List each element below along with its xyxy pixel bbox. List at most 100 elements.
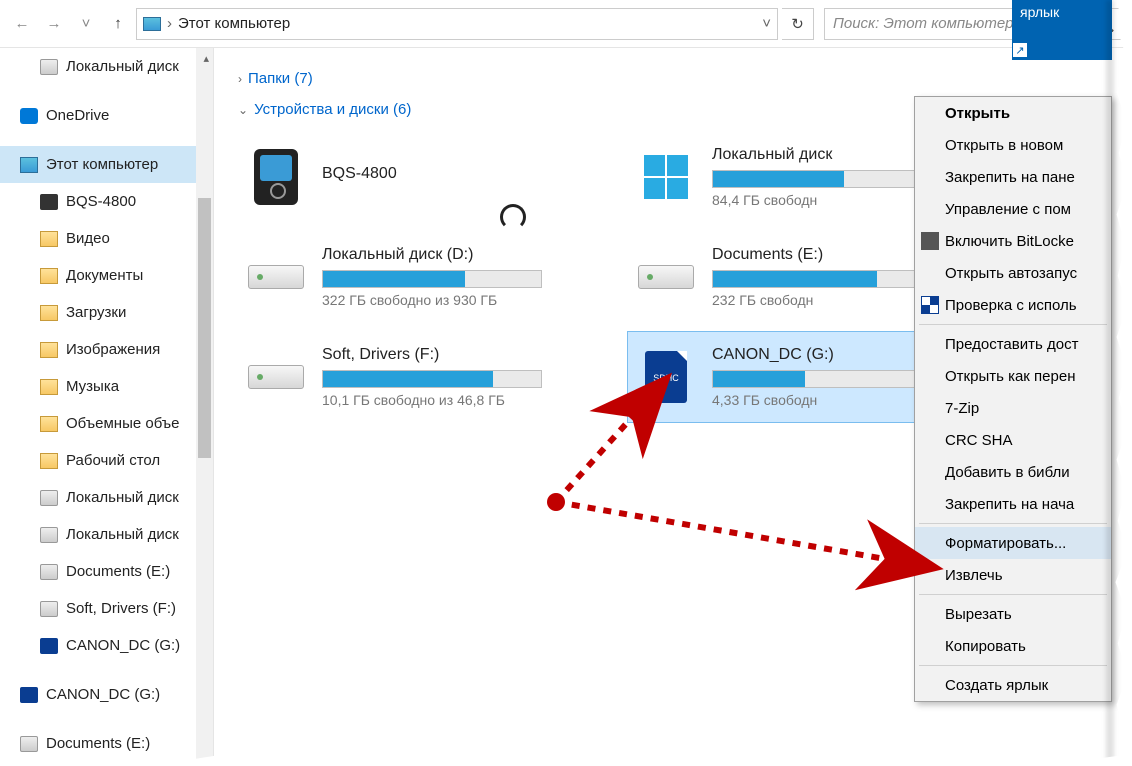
sidebar-scrollbar[interactable]: ▴: [196, 48, 213, 766]
recent-dropdown[interactable]: ˅: [72, 10, 100, 38]
onedrive-icon: [20, 108, 38, 124]
drive-usage-bar: [322, 370, 542, 388]
address-dropdown-icon[interactable]: ˅: [762, 15, 771, 32]
back-button[interactable]: ←: [8, 10, 36, 38]
menu-item[interactable]: Закрепить на нача: [915, 488, 1111, 520]
chevron-down-icon: ⌄: [238, 103, 248, 117]
menu-item[interactable]: Проверка с исполь: [915, 289, 1111, 321]
menu-item-label: Закрепить на нача: [945, 496, 1074, 513]
drive-icon: [40, 490, 58, 506]
menu-item-label: Предоставить дост: [945, 336, 1078, 353]
group-folders-label: Папки (7): [248, 70, 313, 87]
sidebar-item[interactable]: Видео: [0, 220, 213, 257]
menu-item[interactable]: Форматировать...: [915, 527, 1111, 559]
pc-icon: [20, 157, 38, 173]
folder-icon: [40, 268, 58, 284]
menu-item-label: Открыть автозапус: [945, 265, 1077, 282]
sidebar-item-label: Загрузки: [66, 304, 126, 321]
sidebar-item[interactable]: Documents (E:): [0, 553, 213, 590]
sidebar-item[interactable]: CANON_DC (G:): [0, 676, 213, 713]
sidebar-item[interactable]: CANON_DC (G:): [0, 627, 213, 664]
menu-item[interactable]: 7-Zip: [915, 392, 1111, 424]
folder-icon: [40, 231, 58, 247]
menu-item[interactable]: Извлечь: [915, 559, 1111, 591]
drive-usage-bar: [712, 370, 932, 388]
up-button[interactable]: ↑: [104, 10, 132, 38]
drive-usage-bar: [712, 270, 932, 288]
sidebar-item[interactable]: Этот компьютер: [0, 146, 213, 183]
sidebar-item[interactable]: OneDrive: [0, 97, 213, 134]
drive-name: Soft, Drivers (F:): [322, 346, 592, 364]
folder-icon: [40, 379, 58, 395]
sidebar-item[interactable]: Объемные объе: [0, 405, 213, 442]
sidebar-item[interactable]: Документы: [0, 257, 213, 294]
menu-item[interactable]: Открыть в новом: [915, 129, 1111, 161]
drive-free-text: 10,1 ГБ свободно из 46,8 ГБ: [322, 392, 592, 408]
sidebar-item[interactable]: Изображения: [0, 331, 213, 368]
drive-item[interactable]: Soft, Drivers (F:) 10,1 ГБ свободно из 46…: [238, 332, 598, 422]
sidebar-item[interactable]: Soft, Drivers (F:): [0, 590, 213, 627]
sidebar-item-label: Музыка: [66, 378, 119, 395]
chevron-right-icon: ›: [238, 72, 242, 86]
drive-item[interactable]: Локальный диск (D:) 322 ГБ свободно из 93…: [238, 232, 598, 322]
folder-icon: [40, 305, 58, 321]
sidebar-item-label: Рабочий стол: [66, 452, 160, 469]
menu-item[interactable]: Добавить в библи: [915, 456, 1111, 488]
sidebar-item[interactable]: Музыка: [0, 368, 213, 405]
search-placeholder: Поиск: Этот компьютер: [833, 15, 1014, 32]
mp3-icon: [40, 194, 58, 210]
address-bar[interactable]: › Этот компьютер ˅: [136, 8, 778, 40]
menu-item-label: Проверка с исполь: [945, 297, 1077, 314]
nav-sidebar: Локальный диск OneDrive Этот компьютер BQS-…: [0, 48, 214, 766]
menu-item[interactable]: Копировать: [915, 630, 1111, 662]
menu-separator: [919, 665, 1107, 666]
sidebar-item-label: CANON_DC (G:): [46, 686, 160, 703]
menu-item[interactable]: Открыть: [915, 97, 1111, 129]
menu-item[interactable]: Открыть автозапус: [915, 257, 1111, 289]
sidebar-item[interactable]: Рабочий стол: [0, 442, 213, 479]
menu-item[interactable]: Вырезать: [915, 598, 1111, 630]
group-folders[interactable]: › Папки (7): [238, 70, 1120, 87]
menu-item-label: Создать ярлык: [945, 677, 1048, 694]
menu-item[interactable]: Создать ярлык: [915, 669, 1111, 701]
sidebar-item-label: Локальный диск: [66, 526, 179, 543]
drive-drive-icon: [244, 249, 308, 305]
drive-drive-icon: [634, 249, 698, 305]
menu-item-label: Открыть как перен: [945, 368, 1075, 385]
sidebar-item-label: BQS-4800: [66, 193, 136, 210]
drive-item[interactable]: BQS-4800: [238, 132, 598, 222]
sd-icon: [40, 638, 58, 654]
drive-free-text: 322 ГБ свободно из 930 ГБ: [322, 292, 592, 308]
menu-item[interactable]: Управление с пом: [915, 193, 1111, 225]
menu-separator: [919, 324, 1107, 325]
menu-item-label: 7-Zip: [945, 400, 979, 417]
refresh-button[interactable]: ↻: [782, 8, 814, 40]
menu-item[interactable]: Предоставить дост: [915, 328, 1111, 360]
sidebar-item[interactable]: Локальный диск: [0, 516, 213, 553]
sidebar-item-label: Объемные объе: [66, 415, 180, 432]
sidebar-item-label: Изображения: [66, 341, 160, 358]
sidebar-item[interactable]: Загрузки: [0, 294, 213, 331]
menu-item-label: Управление с пом: [945, 201, 1071, 218]
drive-icon: [40, 601, 58, 617]
breadcrumb[interactable]: Этот компьютер: [178, 15, 290, 32]
scroll-up-icon[interactable]: ▴: [203, 52, 209, 65]
pc-icon: [143, 17, 161, 31]
menu-item[interactable]: Включить BitLocke: [915, 225, 1111, 257]
menu-item[interactable]: Открыть как перен: [915, 360, 1111, 392]
sidebar-item[interactable]: Локальный диск: [0, 479, 213, 516]
shield-icon: [921, 296, 939, 314]
menu-item[interactable]: CRC SHA: [915, 424, 1111, 456]
shortcut-label: ярлык: [1020, 4, 1059, 20]
sidebar-item[interactable]: Локальный диск: [0, 48, 213, 85]
sidebar-item[interactable]: BQS-4800: [0, 183, 213, 220]
drive-name: Локальный диск (D:): [322, 246, 592, 264]
menu-item-label: CRC SHA: [945, 432, 1013, 449]
drive-icon: [20, 736, 38, 752]
sidebar-item-label: Видео: [66, 230, 110, 247]
forward-button[interactable]: →: [40, 10, 68, 38]
scrollbar-thumb[interactable]: [198, 198, 211, 458]
sidebar-item-label: Локальный диск: [66, 489, 179, 506]
drive-name: BQS-4800: [322, 165, 592, 183]
menu-item[interactable]: Закрепить на пане: [915, 161, 1111, 193]
